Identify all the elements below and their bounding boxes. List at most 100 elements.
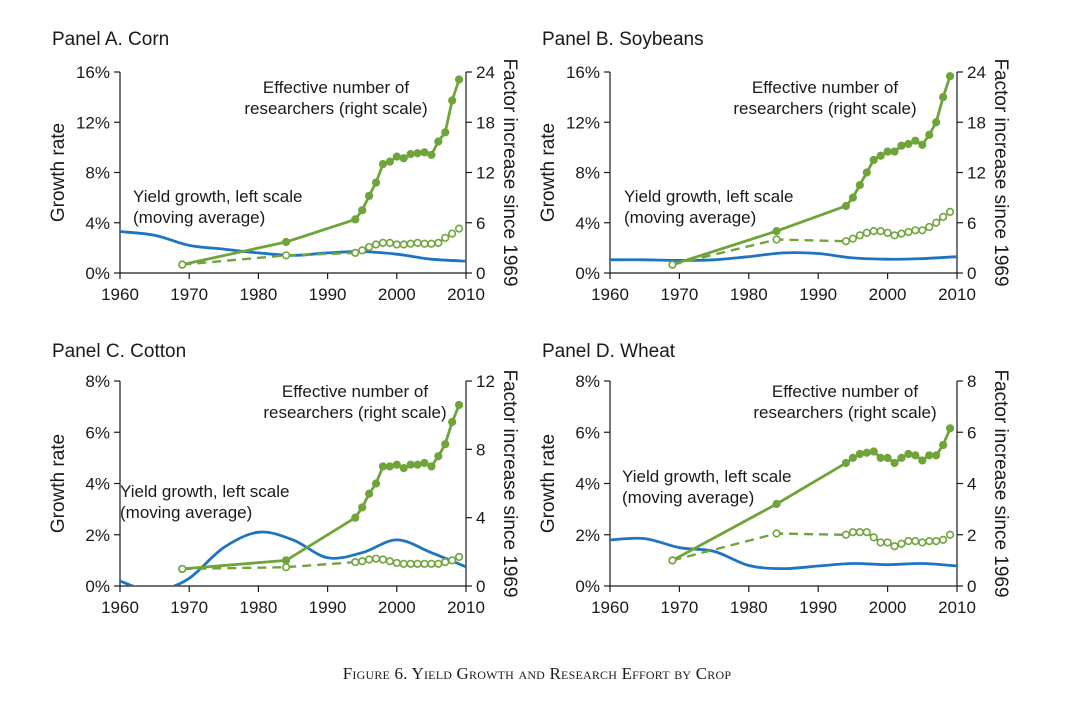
researchers-point bbox=[358, 206, 367, 215]
researchers-point bbox=[890, 147, 899, 156]
researchers-dashed-point bbox=[454, 552, 464, 562]
researchers-point bbox=[945, 72, 955, 81]
left-tick-label: 12% bbox=[566, 113, 600, 132]
x-tick-label: 2010 bbox=[938, 598, 976, 617]
yield-annotation: Yield growth, left scale bbox=[622, 467, 791, 486]
panel-title: Panel B. Soybeans bbox=[542, 29, 704, 50]
left-tick-label: 12% bbox=[76, 113, 110, 132]
researchers-dashed-point bbox=[281, 563, 291, 572]
x-tick-label: 1960 bbox=[591, 285, 629, 304]
x-tick-label: 2000 bbox=[378, 598, 416, 617]
researchers-point bbox=[385, 462, 394, 471]
researchers-dashed-point bbox=[911, 537, 920, 546]
researchers-point bbox=[869, 447, 878, 456]
researchers-dashed-point bbox=[441, 233, 450, 242]
researchers-point bbox=[427, 462, 436, 471]
researchers-dashed-point bbox=[841, 237, 851, 246]
researchers-point bbox=[862, 448, 871, 457]
researchers-dashed-point bbox=[178, 260, 187, 269]
yield-annotation: (moving average) bbox=[622, 488, 754, 507]
left-tick-label: 2% bbox=[575, 526, 600, 545]
yield-annotation: Yield growth, left scale bbox=[624, 187, 793, 206]
researchers-dashed-point bbox=[351, 557, 360, 567]
yield-growth-line bbox=[610, 536, 957, 571]
researchers-point bbox=[454, 400, 464, 410]
y-axis-label: Growth rate bbox=[538, 434, 559, 533]
x-tick-label: 1970 bbox=[660, 285, 698, 304]
researchers-point bbox=[772, 227, 781, 236]
researchers-dashed-point bbox=[434, 238, 443, 247]
researchers-point bbox=[918, 140, 927, 149]
researchers-point bbox=[848, 453, 858, 462]
panel-title: Panel D. Wheat bbox=[542, 341, 676, 362]
right-tick-label: 24 bbox=[967, 63, 986, 82]
left-tick-label: 8% bbox=[85, 372, 110, 391]
left-tick-label: 0% bbox=[575, 264, 600, 283]
researchers-point bbox=[420, 148, 429, 157]
left-tick-label: 0% bbox=[85, 264, 110, 283]
right-tick-label: 12 bbox=[967, 164, 986, 183]
right-tick-label: 0 bbox=[967, 577, 976, 596]
right-tick-label: 18 bbox=[967, 113, 986, 132]
researchers-dashed-point bbox=[883, 228, 892, 237]
y2-axis-label: Factor increase since 1969 bbox=[990, 369, 1011, 597]
researchers-point bbox=[883, 147, 892, 156]
left-tick-label: 16% bbox=[76, 63, 110, 82]
researchers-dashed-point bbox=[876, 538, 885, 547]
researchers-point bbox=[434, 137, 443, 146]
researchers-point bbox=[441, 128, 450, 137]
researchers-point bbox=[351, 215, 360, 224]
right-tick-label: 8 bbox=[476, 440, 485, 459]
researchers-point bbox=[392, 460, 401, 469]
right-tick-label: 4 bbox=[476, 509, 485, 528]
researchers-dashed-point bbox=[911, 226, 920, 235]
yield-annotation: (moving average) bbox=[133, 208, 265, 227]
yield-annotation: (moving average) bbox=[120, 503, 252, 522]
researchers-point bbox=[371, 178, 381, 187]
researchers-dashed-point bbox=[925, 222, 934, 232]
researchers-point bbox=[772, 499, 781, 509]
researchers-point bbox=[945, 424, 955, 433]
x-tick-label: 1990 bbox=[309, 285, 347, 304]
right-tick-label: 8 bbox=[967, 372, 976, 391]
y2-axis-label: Factor increase since 1969 bbox=[499, 58, 520, 286]
researchers-dashed-point bbox=[434, 559, 443, 568]
researchers-dashed-point bbox=[862, 528, 871, 537]
chart-panel: Panel B. Soybeans 0% 4% 8% 12% 16% 0 6 12 18 24 196… bbox=[538, 29, 1011, 304]
right-tick-label: 12 bbox=[476, 164, 495, 183]
researchers-point bbox=[925, 451, 934, 460]
right-tick-label: 4 bbox=[967, 475, 976, 494]
researchers-dashed-point bbox=[392, 240, 401, 249]
x-tick-label: 1990 bbox=[799, 598, 837, 617]
researchers-annotation: Effective number of bbox=[263, 78, 409, 97]
researchers-dashed-point bbox=[855, 528, 864, 537]
yield-annotation: Yield growth, left scale bbox=[120, 482, 289, 501]
researchers-dashed-point bbox=[378, 555, 388, 564]
right-tick-label: 2 bbox=[967, 526, 976, 545]
researchers-dashed-point bbox=[406, 239, 415, 248]
researchers-dashed-point bbox=[178, 564, 187, 574]
left-tick-label: 0% bbox=[575, 577, 600, 596]
researchers-dashed-point bbox=[399, 559, 408, 568]
researchers-point bbox=[454, 75, 464, 84]
chart-panel: Panel C. Cotton 0% 2% 4% 6% 8% 0 4 8 12 1960 1970 19… bbox=[48, 341, 520, 617]
researchers-point bbox=[876, 151, 885, 160]
left-tick-label: 2% bbox=[85, 526, 110, 545]
x-tick-label: 1980 bbox=[239, 285, 277, 304]
researchers-point bbox=[904, 449, 913, 459]
right-tick-label: 0 bbox=[476, 264, 485, 283]
yield-growth-line bbox=[120, 530, 466, 586]
yield-annotation: Yield growth, left scale bbox=[133, 187, 302, 206]
researchers-point bbox=[365, 489, 374, 498]
right-tick-label: 6 bbox=[967, 214, 976, 233]
researchers-point bbox=[358, 503, 367, 512]
researchers-point bbox=[939, 93, 948, 102]
right-tick-label: 0 bbox=[967, 264, 976, 283]
yield-annotation: (moving average) bbox=[624, 208, 756, 227]
researchers-dashed-point bbox=[904, 227, 913, 237]
researchers-dashed-point bbox=[371, 240, 381, 249]
left-tick-label: 8% bbox=[575, 164, 600, 183]
researchers-point bbox=[399, 154, 408, 163]
researchers-dashed-point bbox=[668, 260, 677, 269]
